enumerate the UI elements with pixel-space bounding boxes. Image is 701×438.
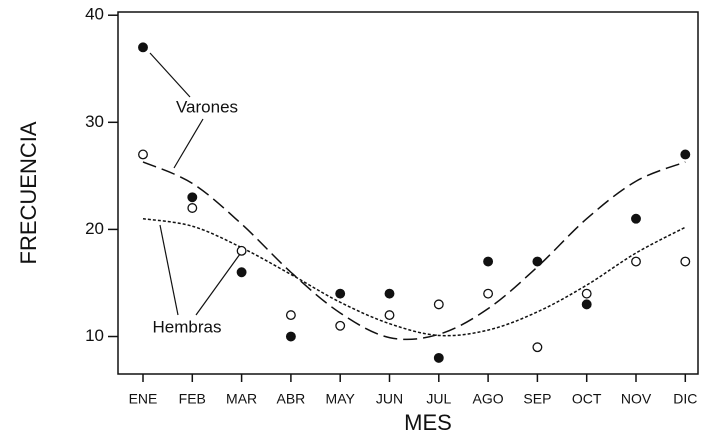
- y-tick-label: 30: [85, 112, 104, 131]
- annotation: Hembras: [153, 317, 222, 336]
- point: [483, 256, 494, 267]
- point: [581, 299, 592, 310]
- y-tick-label: 20: [85, 219, 104, 238]
- y-axis-label: FRECUENCIA: [16, 121, 41, 264]
- point: [138, 42, 148, 53]
- x-tick-label: DIC: [673, 391, 697, 407]
- point: [138, 149, 148, 160]
- x-tick-label: MAR: [226, 391, 257, 407]
- point: [433, 352, 444, 363]
- point: [532, 342, 543, 353]
- point: [384, 288, 395, 299]
- y-tick-label: 40: [85, 5, 104, 24]
- x-tick-label: OCT: [572, 391, 602, 407]
- leader-line: [173, 118, 204, 169]
- point: [236, 267, 247, 278]
- x-tick-label: AGO: [473, 391, 504, 407]
- fit-line: [142, 161, 686, 341]
- x-tick-label: SEP: [523, 391, 551, 407]
- x-tick-label: MAY: [326, 391, 356, 407]
- x-tick-label: NOV: [621, 391, 652, 407]
- annotation: Varones: [176, 97, 238, 116]
- point: [236, 245, 247, 256]
- x-tick-label: FEB: [179, 391, 206, 407]
- x-tick-label: ABR: [277, 391, 306, 407]
- plot-frame: [117, 11, 699, 375]
- x-axis-label: MES: [404, 410, 452, 435]
- point: [680, 149, 691, 160]
- point: [335, 320, 346, 331]
- leader-line: [149, 52, 191, 98]
- point: [532, 256, 543, 267]
- point: [483, 288, 494, 299]
- leader-lines: [149, 52, 241, 316]
- point: [631, 256, 641, 267]
- leader-line: [195, 253, 241, 316]
- leader-line: [159, 224, 179, 316]
- point: [335, 288, 346, 299]
- point: [581, 288, 592, 299]
- x-tick-label: ENE: [129, 391, 158, 407]
- point: [187, 203, 198, 213]
- point: [433, 299, 444, 310]
- x-tick-label: JUL: [426, 391, 451, 407]
- point: [631, 213, 641, 224]
- y-tick-label: 10: [85, 326, 104, 345]
- fit-line: [142, 217, 686, 337]
- point: [187, 192, 198, 203]
- x-tick-label: JUN: [376, 391, 403, 407]
- point: [285, 331, 296, 342]
- point: [285, 310, 296, 321]
- point: [384, 310, 395, 321]
- point: [680, 256, 691, 267]
